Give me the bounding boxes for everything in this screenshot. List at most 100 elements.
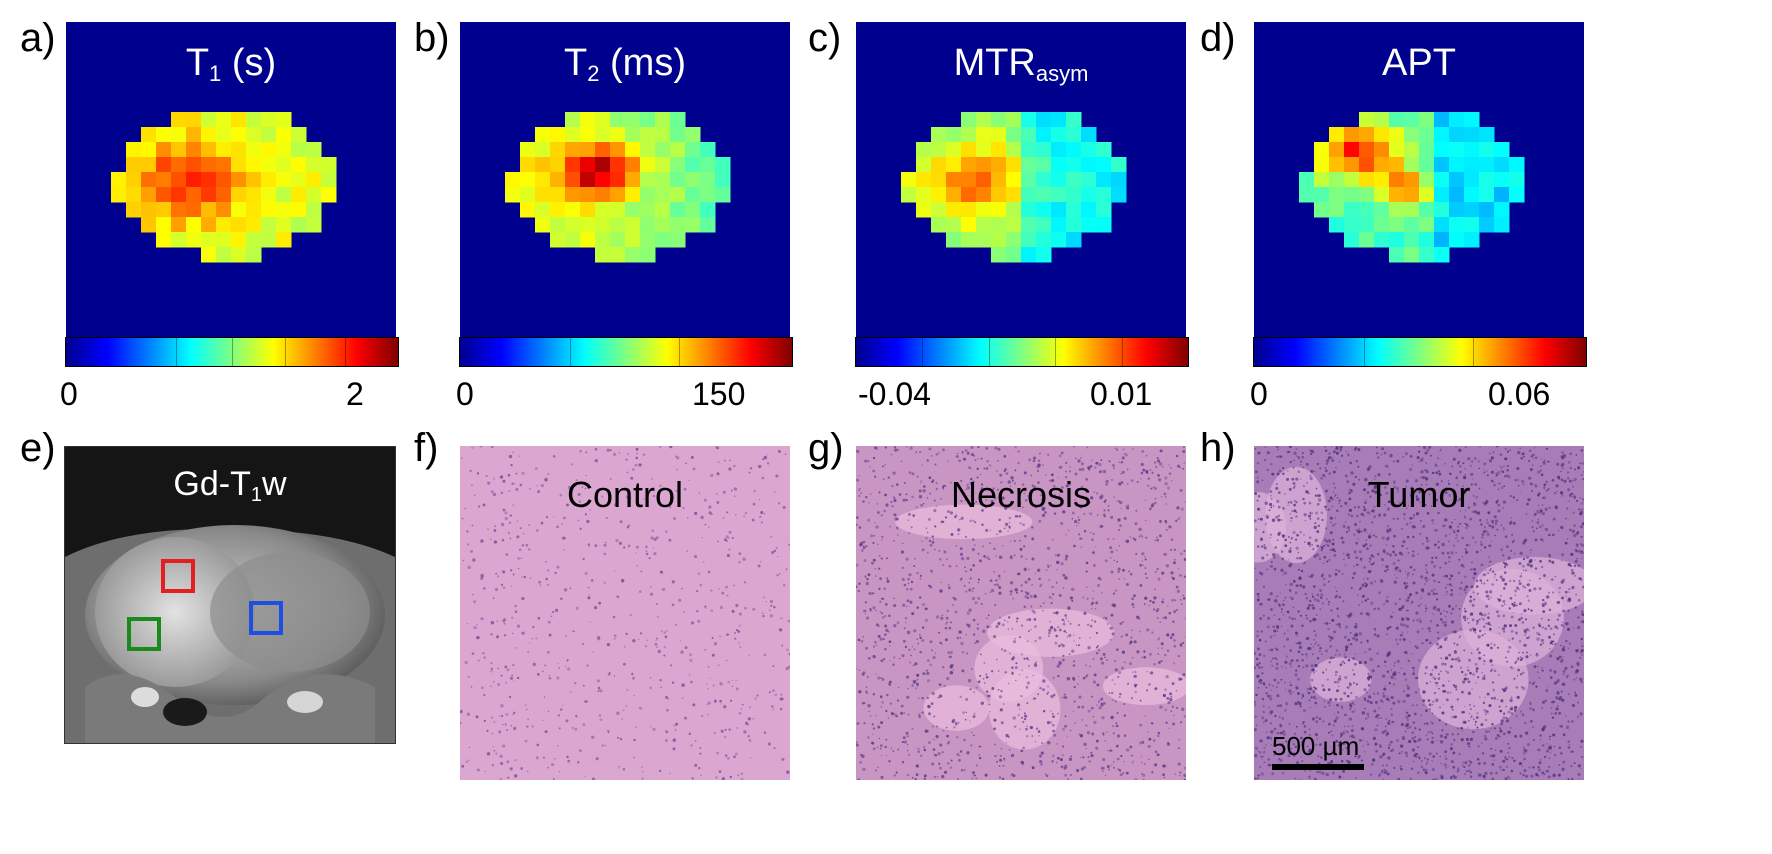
cell-nucleus bbox=[1541, 700, 1545, 704]
map-pixel bbox=[1404, 232, 1420, 248]
cell-nucleus bbox=[1033, 594, 1036, 596]
cell-nucleus bbox=[637, 638, 640, 640]
cell-nucleus bbox=[1406, 609, 1408, 612]
map-pixel bbox=[931, 127, 947, 143]
cell-nucleus bbox=[1412, 721, 1416, 725]
cell-nucleus bbox=[1295, 515, 1298, 518]
cell-nucleus bbox=[1337, 741, 1340, 744]
cell-nucleus bbox=[1490, 479, 1494, 483]
cell-nucleus bbox=[1493, 643, 1496, 647]
cell-nucleus bbox=[1295, 511, 1298, 514]
map-pixel bbox=[1419, 127, 1435, 143]
cell-nucleus bbox=[1435, 471, 1439, 475]
cell-nucleus bbox=[695, 589, 699, 593]
cell-nucleus bbox=[1260, 537, 1264, 541]
map-pixel bbox=[655, 202, 671, 218]
cell-nucleus bbox=[1311, 668, 1315, 672]
map-pixel bbox=[1374, 202, 1390, 218]
cell-nucleus bbox=[1132, 657, 1134, 659]
map-pixel bbox=[931, 187, 947, 203]
cell-nucleus bbox=[990, 589, 995, 593]
cell-nucleus bbox=[1046, 774, 1049, 778]
cell-nucleus bbox=[1170, 466, 1172, 469]
cell-nucleus bbox=[1141, 552, 1145, 556]
cell-nucleus bbox=[687, 517, 689, 519]
cell-nucleus bbox=[1280, 731, 1283, 735]
cell-nucleus bbox=[1331, 505, 1334, 508]
cell-nucleus bbox=[1373, 607, 1376, 610]
cell-nucleus bbox=[544, 664, 547, 667]
cell-nucleus bbox=[1270, 506, 1273, 509]
cell-nucleus bbox=[1552, 640, 1555, 643]
cell-nucleus bbox=[1278, 603, 1281, 607]
cell-nucleus bbox=[1420, 458, 1423, 462]
cell-nucleus bbox=[726, 540, 728, 542]
cell-nucleus bbox=[1522, 746, 1526, 749]
cell-nucleus bbox=[1581, 653, 1583, 656]
cell-nucleus bbox=[1580, 535, 1583, 538]
map-pixel bbox=[640, 127, 656, 143]
cell-nucleus bbox=[867, 460, 870, 463]
apt-colorbar bbox=[1253, 337, 1587, 367]
cell-nucleus bbox=[1079, 734, 1084, 738]
cell-nucleus bbox=[1519, 447, 1522, 450]
cell-nucleus bbox=[1415, 512, 1420, 516]
cell-nucleus bbox=[886, 557, 888, 560]
cell-nucleus bbox=[1398, 569, 1402, 572]
cell-nucleus bbox=[1551, 716, 1555, 719]
cell-nucleus bbox=[1275, 662, 1279, 666]
cell-nucleus bbox=[891, 505, 894, 508]
cell-nucleus bbox=[704, 523, 707, 526]
cell-nucleus bbox=[1481, 614, 1484, 617]
cell-nucleus bbox=[1512, 496, 1516, 499]
cell-nucleus bbox=[1273, 678, 1277, 682]
cell-nucleus bbox=[965, 488, 967, 491]
map-pixel bbox=[1464, 202, 1480, 218]
mtr-map: MTRasym bbox=[856, 22, 1186, 352]
cell-nucleus bbox=[873, 592, 875, 594]
cell-nucleus bbox=[1554, 625, 1558, 629]
cell-nucleus bbox=[984, 593, 987, 595]
map-pixel bbox=[1374, 127, 1390, 143]
map-pixel bbox=[1404, 142, 1420, 158]
cell-nucleus bbox=[1348, 508, 1352, 512]
cell-nucleus bbox=[545, 560, 547, 563]
cell-nucleus bbox=[1152, 608, 1156, 611]
cell-nucleus bbox=[769, 609, 771, 611]
cell-nucleus bbox=[898, 493, 902, 496]
cell-nucleus bbox=[910, 580, 914, 584]
cell-nucleus bbox=[1092, 658, 1095, 661]
cell-nucleus bbox=[752, 607, 756, 611]
cell-nucleus bbox=[1488, 556, 1491, 559]
cell-nucleus bbox=[1132, 760, 1135, 763]
cell-nucleus bbox=[1481, 536, 1484, 539]
cell-nucleus bbox=[949, 670, 954, 675]
cell-nucleus bbox=[1003, 527, 1006, 530]
cell-nucleus bbox=[1072, 710, 1075, 713]
cell-nucleus bbox=[1550, 712, 1553, 715]
cell-nucleus bbox=[684, 716, 687, 720]
cell-nucleus bbox=[1406, 535, 1410, 539]
cell-nucleus bbox=[724, 728, 727, 731]
cell-nucleus bbox=[1180, 644, 1183, 647]
map-pixel bbox=[655, 127, 671, 143]
map-pixel bbox=[246, 157, 262, 173]
cell-nucleus bbox=[935, 734, 939, 739]
cell-nucleus bbox=[1491, 583, 1494, 586]
cell-nucleus bbox=[1129, 536, 1131, 538]
cell-nucleus bbox=[882, 616, 885, 619]
cell-nucleus bbox=[870, 561, 874, 565]
cell-nucleus bbox=[1518, 579, 1521, 582]
cell-nucleus bbox=[1475, 682, 1477, 684]
cell-nucleus bbox=[1537, 518, 1540, 521]
cell-nucleus bbox=[1322, 720, 1325, 723]
cell-nucleus bbox=[740, 708, 742, 710]
cell-nucleus bbox=[612, 615, 616, 619]
cell-nucleus bbox=[1032, 610, 1036, 614]
cell-nucleus bbox=[1256, 499, 1259, 502]
cell-nucleus bbox=[1005, 472, 1009, 475]
cell-nucleus bbox=[965, 711, 967, 714]
cell-nucleus bbox=[999, 708, 1003, 712]
cell-nucleus bbox=[1100, 697, 1104, 701]
cell-nucleus bbox=[1100, 578, 1102, 581]
